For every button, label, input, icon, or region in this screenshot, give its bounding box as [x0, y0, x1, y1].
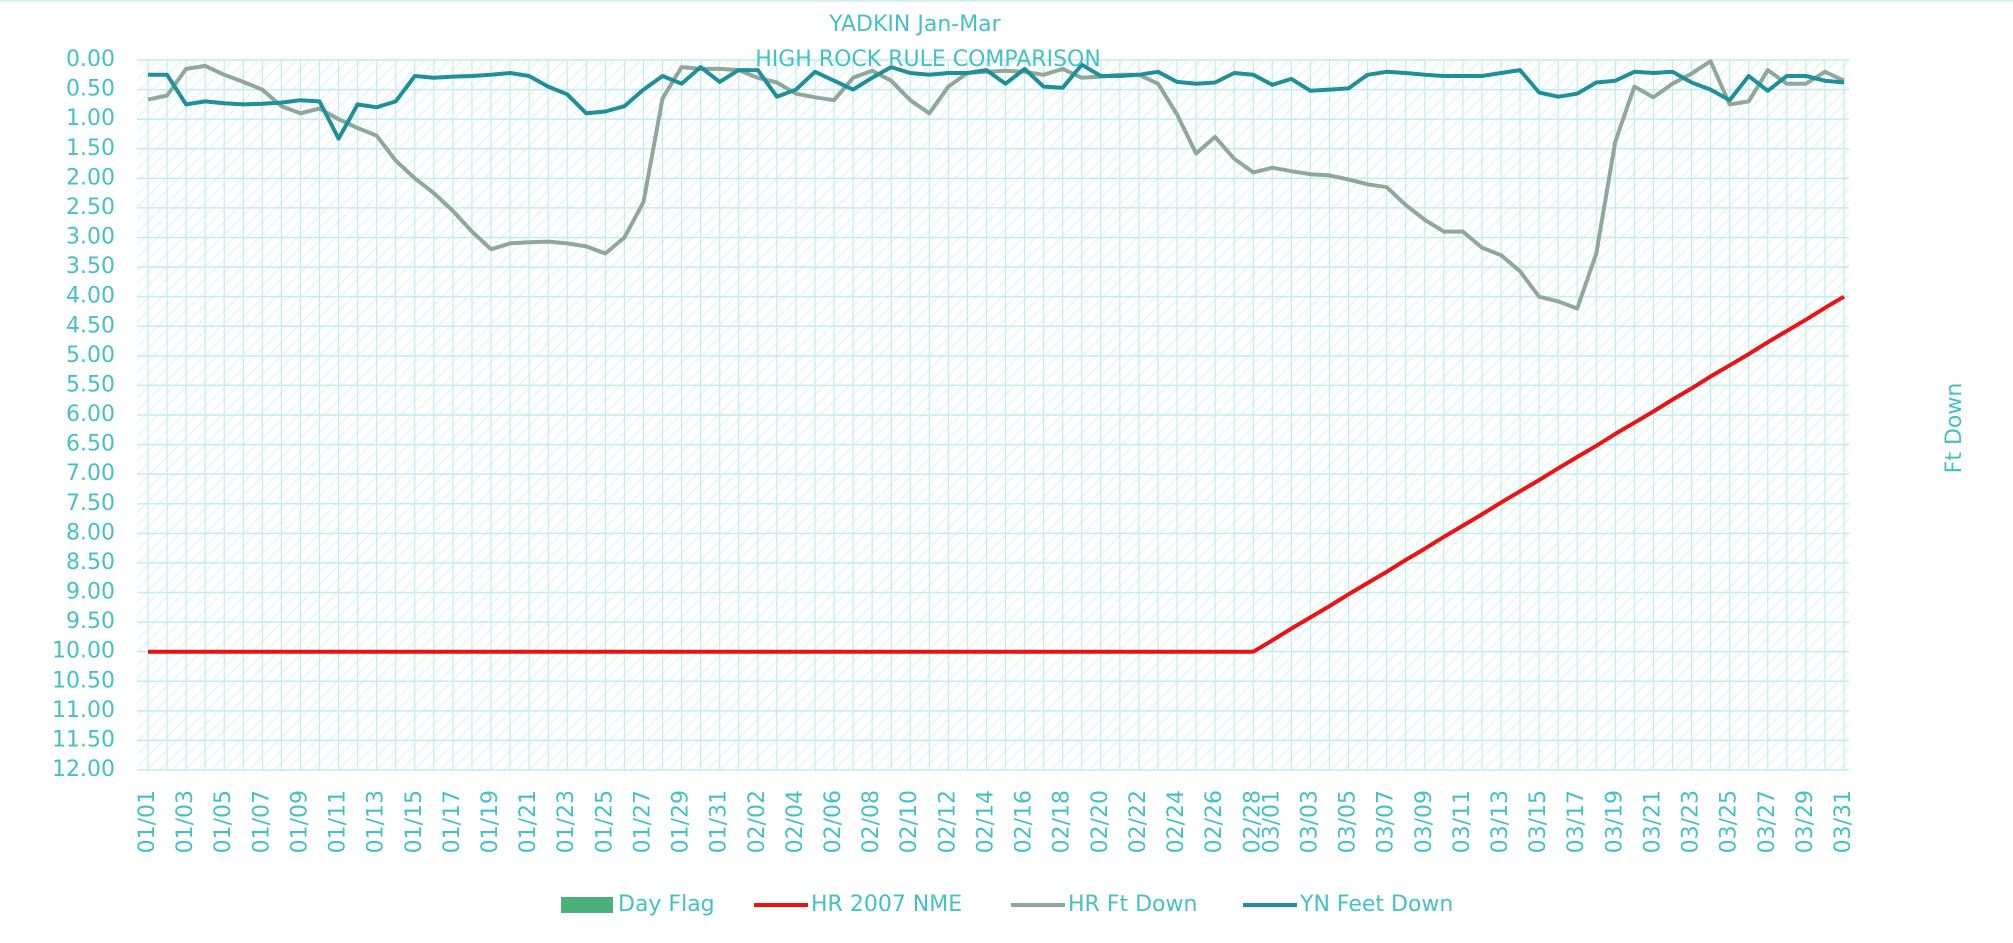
x-tick-label: 01/09 [287, 790, 312, 853]
series-line [148, 294, 1846, 654]
x-tick-label: 03/27 [1755, 790, 1780, 853]
x-tick-label: 03/17 [1564, 790, 1589, 853]
y-tick-label: 11.00 [52, 698, 115, 723]
chart-title: YADKIN Jan-Mar [828, 12, 1001, 37]
y-tick-label: 10.00 [52, 639, 115, 664]
y-tick-label: 2.00 [66, 165, 115, 190]
x-tick-label: 02/02 [745, 790, 770, 853]
x-tick-label: 02/28 [1240, 790, 1265, 853]
x-tick-label: 03/03 [1297, 790, 1322, 853]
x-tick-label: 02/14 [973, 790, 998, 853]
x-tick-label: 03/01 [1259, 790, 1284, 853]
x-tick-label: 01/21 [516, 790, 541, 853]
x-tick-label: 01/13 [364, 790, 389, 853]
y-tick-label: 3.50 [66, 254, 115, 279]
y-tick-label: 6.50 [66, 432, 115, 457]
series-line [147, 59, 1845, 311]
x-tick-label: 03/19 [1602, 790, 1627, 853]
x-tick-label: 01/05 [211, 790, 236, 853]
x-tick-label: 03/25 [1717, 790, 1742, 853]
x-tick-label: 02/06 [821, 790, 846, 853]
x-tick-label: 02/12 [935, 790, 960, 853]
legend-label: Day Flag [618, 892, 715, 917]
x-tick-label: 02/22 [1126, 790, 1151, 853]
x-tick-label: 01/25 [592, 790, 617, 853]
y-tick-label: 6.00 [66, 402, 115, 427]
y-tick-label: 10.50 [52, 668, 115, 693]
x-tick-label: 02/08 [859, 790, 884, 853]
legend-swatch [561, 897, 613, 913]
x-tick-label: 03/07 [1374, 790, 1399, 853]
y-tick-label: 8.50 [66, 550, 115, 575]
y-tick-label: 7.00 [66, 461, 115, 486]
y-tick-label: 8.00 [66, 520, 115, 545]
x-tick-label: 03/15 [1526, 790, 1551, 853]
series-line [148, 62, 1845, 141]
x-tick-label: 03/09 [1412, 790, 1437, 853]
x-tick-label: 03/29 [1793, 790, 1818, 853]
x-tick-label: 02/20 [1088, 790, 1113, 853]
x-tick-label: 03/11 [1450, 790, 1475, 853]
y-tick-label: 5.50 [66, 372, 115, 397]
y-tick-label: 12.00 [52, 757, 115, 782]
y-tick-label: 0.50 [66, 77, 115, 102]
x-tick-label: 01/29 [669, 790, 694, 853]
y-tick-label: 1.00 [66, 106, 115, 131]
x-tick-label: 01/07 [249, 790, 274, 853]
x-tick-label: 02/18 [1050, 790, 1075, 853]
y-tick-label: 11.50 [52, 727, 115, 752]
x-tick-label: 03/21 [1640, 790, 1665, 853]
x-tick-label: 01/17 [440, 790, 465, 853]
x-tick-label: 02/10 [897, 790, 922, 853]
x-tick-label: 02/16 [1012, 790, 1037, 853]
x-tick-label: 01/01 [135, 790, 160, 853]
y-tick-label: 4.00 [66, 284, 115, 309]
x-tick-label: 02/26 [1202, 790, 1227, 853]
y-tick-label: 1.50 [66, 136, 115, 161]
y-tick-label: 3.00 [66, 225, 115, 250]
y-tick-label: 9.50 [66, 609, 115, 634]
chart-subtitle: HIGH ROCK RULE COMPARISON [755, 47, 1101, 72]
x-tick-label: 01/15 [402, 790, 427, 853]
legend-label: HR 2007 NME [811, 892, 962, 917]
x-tick-label: 01/11 [326, 790, 351, 853]
x-tick-label: 01/31 [707, 790, 732, 853]
x-tick-label: 03/05 [1336, 790, 1361, 853]
y-tick-label: 7.50 [66, 491, 115, 516]
y-tick-label: 0.00 [66, 47, 115, 72]
x-tick-label: 02/04 [783, 790, 808, 853]
y-tick-label: 4.50 [66, 313, 115, 338]
x-tick-label: 01/23 [554, 790, 579, 853]
x-tick-label: 01/19 [478, 790, 503, 853]
legend-label: YN Feet Down [1299, 892, 1453, 917]
y-tick-label: 2.50 [66, 195, 115, 220]
x-tick-label: 02/24 [1164, 790, 1189, 853]
y-axis-label: Ft Down [1942, 383, 1967, 474]
x-tick-label: 01/03 [173, 790, 198, 853]
x-tick-label: 03/23 [1679, 790, 1704, 853]
x-tick-label: 03/31 [1831, 790, 1856, 853]
x-tick-label: 03/13 [1488, 790, 1513, 853]
y-tick-label: 9.00 [66, 580, 115, 605]
y-tick-label: 5.00 [66, 343, 115, 368]
legend-label: HR Ft Down [1068, 892, 1197, 917]
x-tick-label: 01/27 [630, 790, 655, 853]
